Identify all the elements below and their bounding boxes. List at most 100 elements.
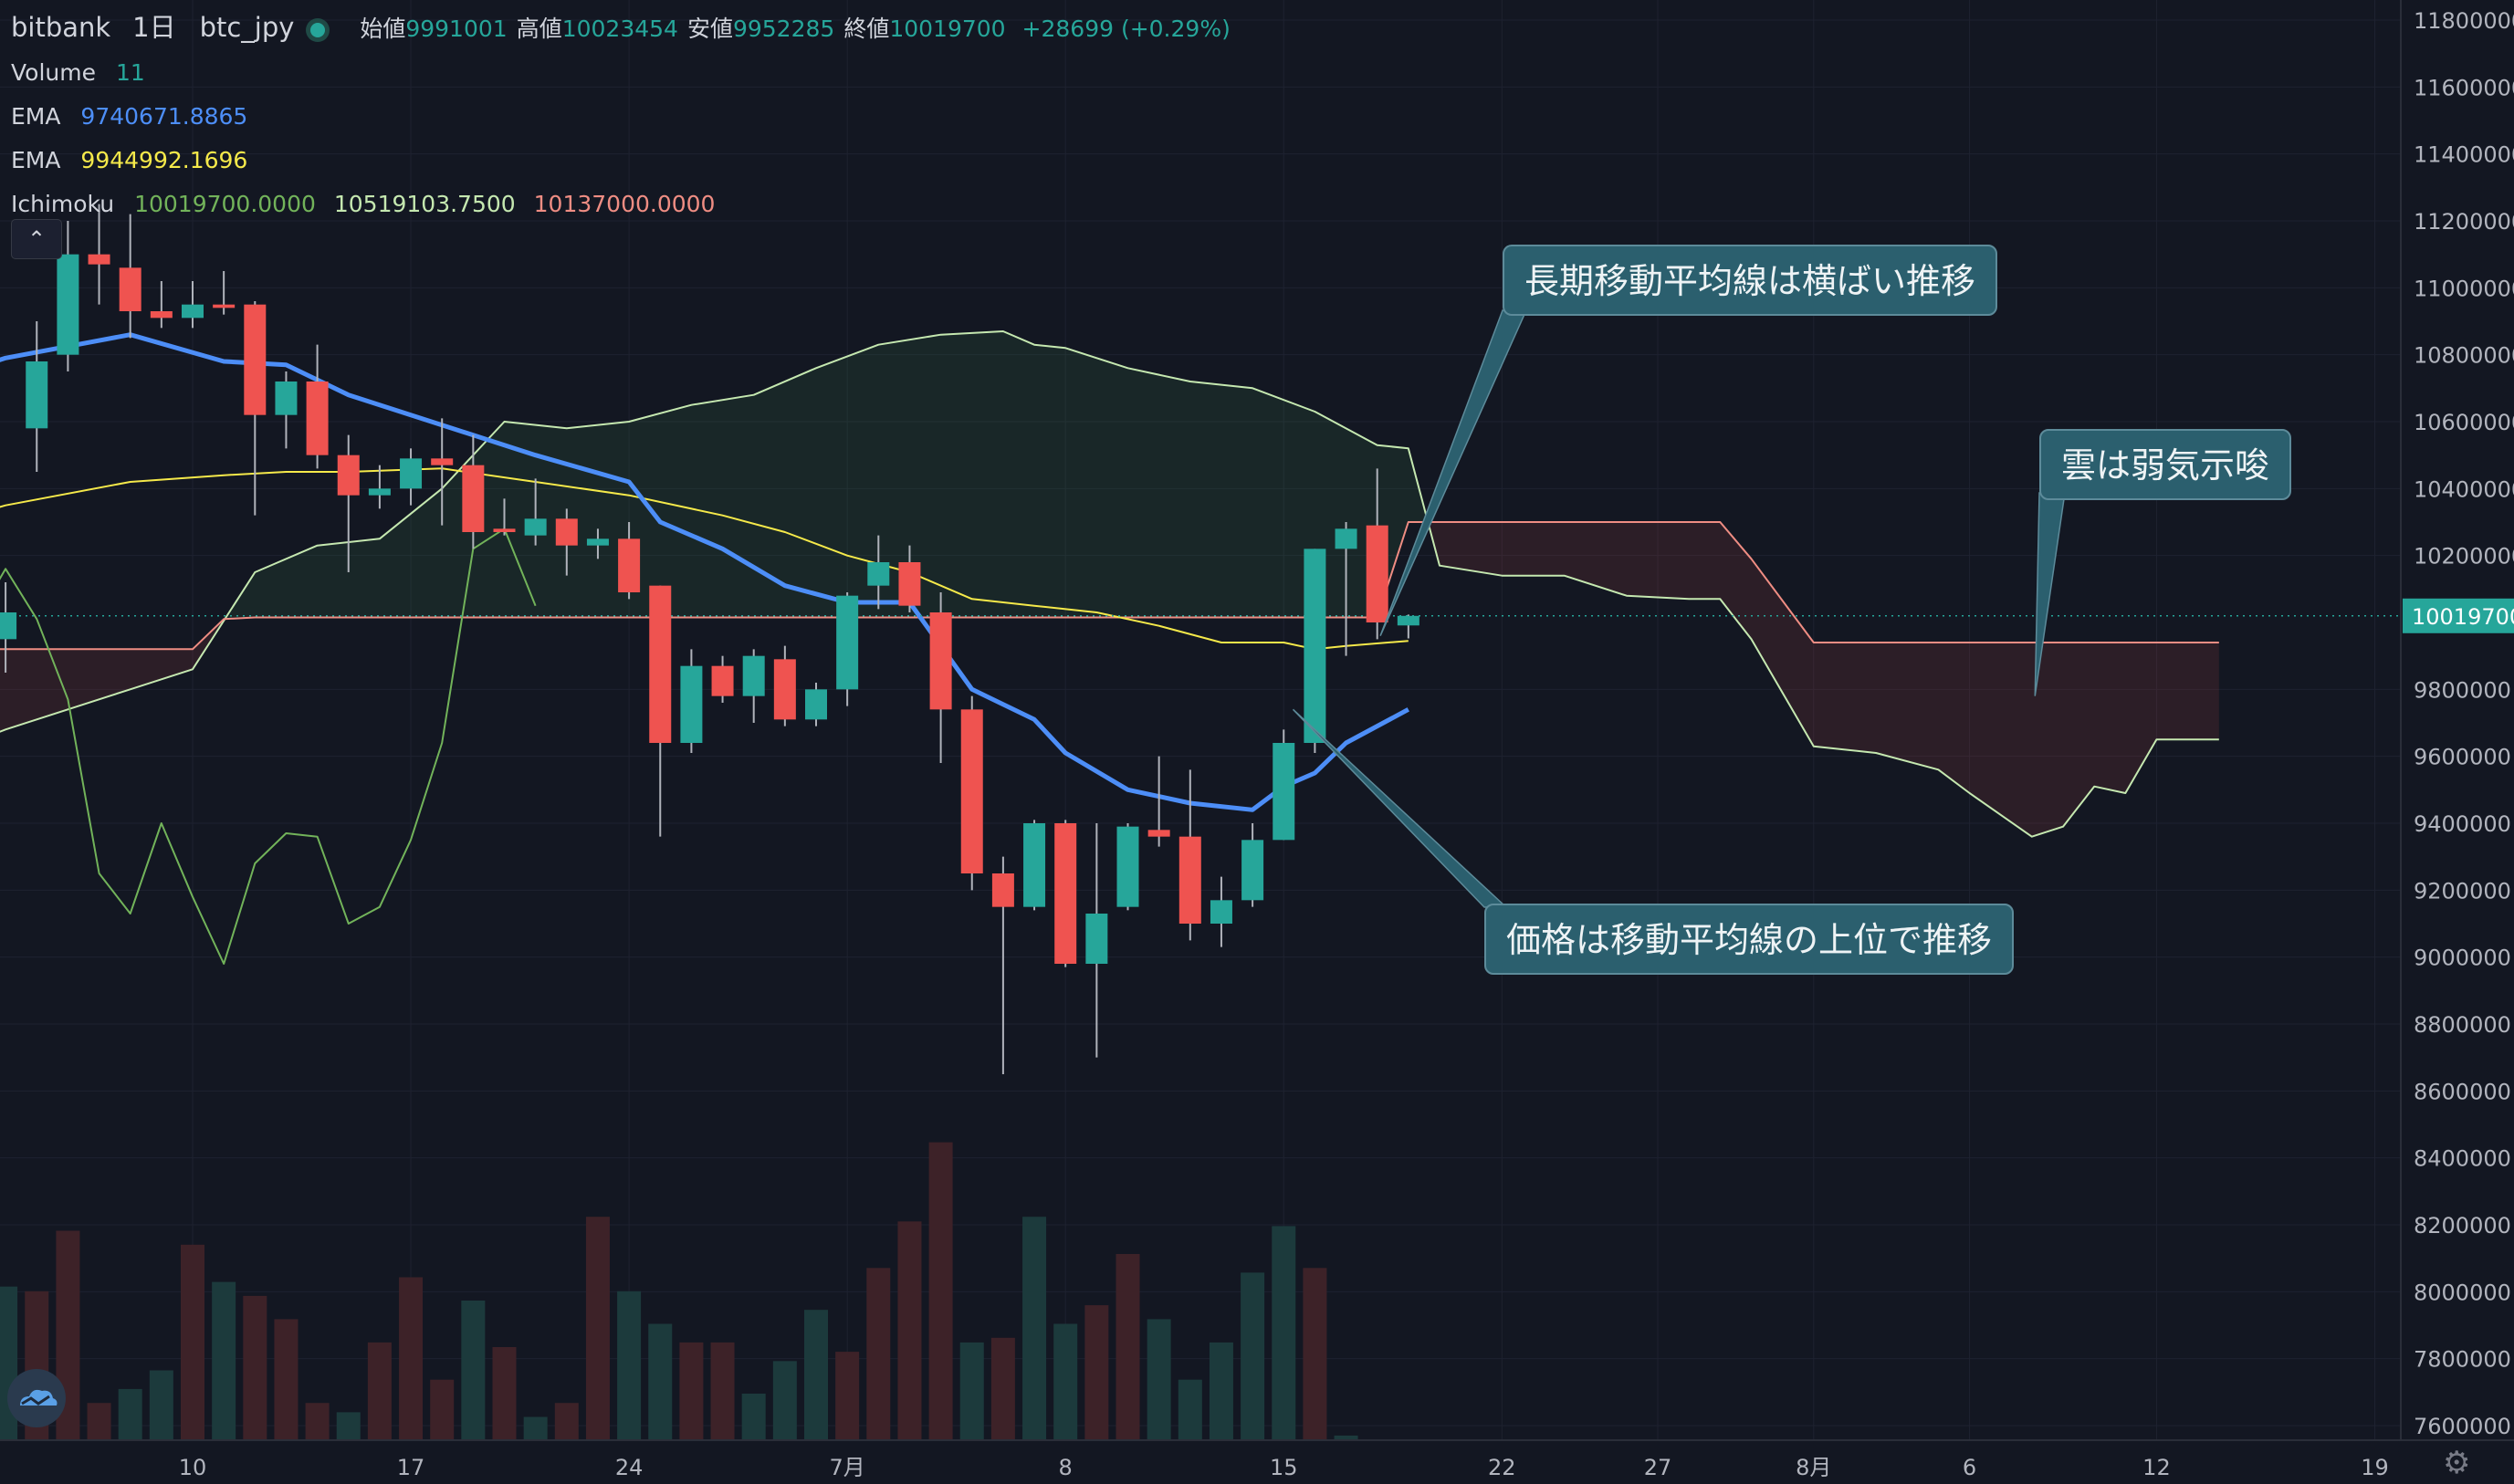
candle-body: [960, 709, 983, 873]
candle: [88, 204, 110, 305]
interval-label[interactable]: 1日: [132, 12, 176, 43]
candle-body: [1335, 528, 1357, 549]
candle-body: [244, 304, 267, 415]
candle: [711, 655, 734, 703]
candle: [306, 344, 329, 469]
volume-bar: [679, 1342, 704, 1440]
candle-body: [773, 659, 796, 720]
candle: [524, 478, 547, 546]
candle-body: [306, 381, 329, 455]
candle: [337, 434, 360, 572]
ohlc-value: 10023454: [561, 16, 678, 42]
candle-body: [1054, 823, 1077, 964]
annotation-text: 価格は移動平均線の上位で推移: [1506, 920, 1993, 960]
time-tick-label: 17: [397, 1455, 425, 1480]
annotation-ma-flat[interactable]: 長期移動平均線は横ばい推移: [1503, 245, 1998, 316]
volume-bar: [523, 1416, 548, 1440]
candle-body: [898, 562, 921, 606]
ema-long-label: EMA: [11, 147, 61, 173]
volume-bar: [492, 1347, 517, 1440]
candle: [462, 434, 485, 549]
candle-body: [0, 612, 17, 640]
volume-value: 11: [115, 59, 145, 86]
candle-body: [431, 458, 454, 465]
candle-body: [555, 518, 578, 546]
volume-bar: [554, 1403, 579, 1440]
tradingview-logo[interactable]: [7, 1369, 66, 1427]
senkou-span-a-line: [0, 330, 2219, 838]
candle: [431, 418, 454, 526]
ichimoku-value-3: 10137000.0000: [533, 191, 716, 217]
callout-pointer: [1292, 708, 1508, 908]
price-tick-label: 11400000: [2414, 142, 2514, 168]
volume-legend[interactable]: Volume 11: [11, 51, 1240, 95]
collapse-legend-button[interactable]: ⌃: [11, 219, 62, 259]
price-tick-label: 8800000: [2414, 1012, 2511, 1038]
senkou-span-b-line: [0, 521, 2219, 651]
pair-label[interactable]: btc_jpy: [199, 12, 295, 43]
ohlc-values: 始値9991001 高値10023454 安値9952285 終値10019700: [360, 16, 1014, 42]
time-tick-label: 15: [1270, 1455, 1298, 1480]
candle-body: [711, 665, 734, 696]
candle-body: [493, 528, 516, 532]
market-status-icon: [310, 23, 326, 37]
volume-bar: [149, 1370, 173, 1440]
candle: [57, 221, 79, 371]
candle: [680, 649, 703, 753]
candle-body: [88, 254, 110, 265]
time-tick-label: 8月: [1796, 1455, 1831, 1480]
ema-short-line: [0, 332, 1409, 812]
ohlc-value: 9952285: [732, 16, 835, 42]
candle: [1147, 756, 1170, 847]
time-tick-label: 22: [1488, 1455, 1516, 1480]
candle: [368, 465, 391, 509]
annotation-cloud-bearish[interactable]: 雲は弱気示唆: [2039, 429, 2292, 500]
candle: [898, 545, 921, 612]
ema-long-legend[interactable]: EMA 9944992.1696: [11, 139, 1240, 183]
candle: [275, 371, 298, 449]
ichimoku-legend[interactable]: Ichimoku 10019700.0000 10519103.7500 101…: [11, 183, 1240, 226]
gear-icon[interactable]: ⚙: [2443, 1445, 2471, 1481]
volume-bar: [835, 1352, 860, 1440]
volume-bar: [274, 1319, 299, 1440]
volume-bar: [367, 1342, 392, 1440]
chikou-span-line: [0, 528, 537, 965]
annotation-price-above-ma[interactable]: 価格は移動平均線の上位で推移: [1484, 904, 2015, 975]
volume-bar: [336, 1412, 361, 1440]
candle-body: [368, 488, 391, 496]
volume-bar: [866, 1268, 891, 1440]
time-tick-label: 24: [615, 1455, 644, 1480]
cloud-logo-icon: [20, 1389, 58, 1406]
time-tick-label: 7月: [830, 1455, 865, 1480]
candle: [400, 448, 423, 506]
time-tick-label: 6: [1963, 1455, 1976, 1480]
ichimoku-label: Ichimoku: [11, 191, 115, 217]
candle: [555, 508, 578, 576]
candle: [493, 498, 516, 536]
volume-bar: [1178, 1379, 1202, 1440]
candle-body: [991, 873, 1014, 907]
volume-bars: [0, 1142, 1358, 1440]
candle: [1210, 876, 1232, 947]
candle-body: [57, 254, 79, 355]
price-tick-label: 9200000: [2414, 878, 2511, 904]
price-tick-label: 9400000: [2414, 811, 2511, 837]
volume-bar: [1147, 1319, 1171, 1440]
volume-bar: [1116, 1254, 1140, 1440]
candle: [213, 271, 236, 315]
time-tick-label: 12: [2142, 1455, 2171, 1480]
volume-bar: [804, 1310, 828, 1440]
candle: [805, 683, 827, 726]
volume-bar: [741, 1394, 766, 1440]
candle-body: [742, 655, 765, 696]
ohlc-value: 10019700: [889, 16, 1006, 42]
ema-short-legend[interactable]: EMA 9740671.8865: [11, 95, 1240, 139]
volume-bar: [1022, 1217, 1047, 1440]
candle: [0, 582, 17, 673]
candle: [182, 281, 204, 329]
volume-bar: [87, 1403, 111, 1440]
volume-bar: [1084, 1305, 1109, 1440]
symbol-name[interactable]: bitbank: [11, 12, 111, 43]
candle-body: [680, 665, 703, 743]
